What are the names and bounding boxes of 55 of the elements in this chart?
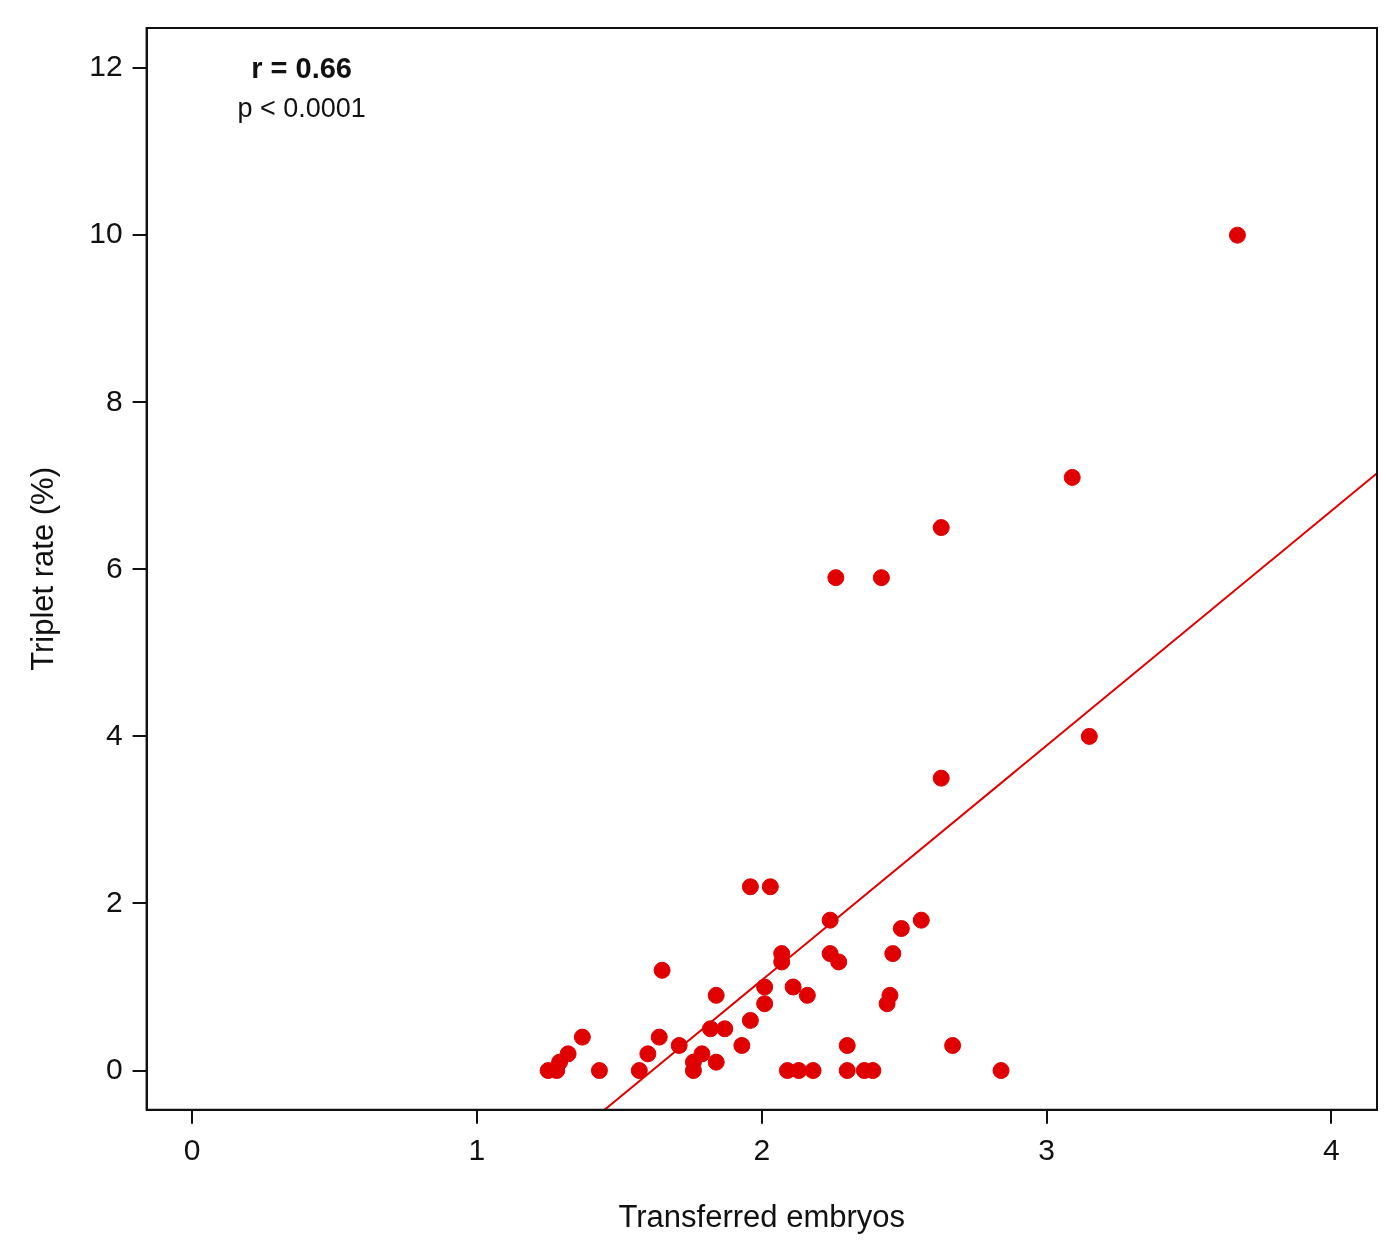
- y-tick-label: 8: [105, 383, 123, 417]
- point: [830, 953, 848, 971]
- point: [693, 1045, 711, 1063]
- point: [932, 769, 950, 787]
- point: [1228, 226, 1246, 244]
- x-tick-label: 2: [753, 1133, 771, 1167]
- point: [639, 1045, 657, 1063]
- point: [798, 986, 816, 1004]
- x-tick-label: 4: [1323, 1133, 1340, 1167]
- point: [912, 911, 930, 929]
- point: [590, 1062, 608, 1080]
- y-tick-label: 12: [89, 49, 123, 83]
- point: [881, 986, 899, 1004]
- point: [932, 519, 950, 537]
- point: [559, 1045, 577, 1063]
- point: [741, 1011, 759, 1029]
- point: [827, 569, 845, 587]
- point: [838, 1062, 856, 1080]
- point: [653, 961, 671, 979]
- y-axis-title: Triplet rate (%): [25, 466, 61, 671]
- annotation: p < 0.0001: [237, 93, 366, 124]
- point: [992, 1062, 1010, 1080]
- point: [733, 1036, 751, 1054]
- y-tick-label: 4: [105, 717, 123, 751]
- point: [707, 1053, 725, 1071]
- point: [804, 1062, 822, 1080]
- y-tick-label: 2: [105, 884, 123, 918]
- point: [670, 1036, 688, 1054]
- x-axis-title: Transferred embryos: [618, 1198, 906, 1234]
- point: [892, 920, 910, 938]
- point: [702, 1020, 720, 1038]
- point: [707, 986, 725, 1004]
- x-tick-label: 1: [468, 1133, 486, 1167]
- point: [756, 995, 774, 1013]
- point: [944, 1036, 962, 1054]
- point: [573, 1028, 591, 1046]
- point: [1063, 468, 1081, 486]
- point: [784, 978, 802, 996]
- x-tick-label: 0: [183, 1133, 201, 1167]
- point: [761, 878, 779, 896]
- point: [630, 1062, 648, 1080]
- point: [1080, 727, 1098, 745]
- point: [650, 1028, 668, 1046]
- point: [838, 1036, 856, 1054]
- annotation: r = 0.66: [251, 52, 352, 84]
- point: [821, 911, 839, 929]
- y-tick-label: 10: [89, 216, 123, 250]
- point: [872, 569, 890, 587]
- y-tick-label: 0: [105, 1051, 123, 1085]
- point: [884, 945, 902, 963]
- point: [741, 878, 759, 896]
- point: [756, 978, 774, 996]
- x-tick-label: 3: [1038, 1133, 1055, 1167]
- y-tick-label: 6: [105, 550, 123, 584]
- point: [716, 1020, 734, 1038]
